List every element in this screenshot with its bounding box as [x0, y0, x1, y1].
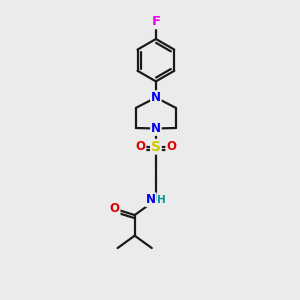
Text: N: N [146, 193, 156, 206]
Text: O: O [136, 140, 146, 153]
Text: S: S [151, 140, 161, 154]
Text: O: O [166, 140, 176, 153]
Text: O: O [110, 202, 120, 215]
Text: N: N [151, 91, 161, 104]
Text: F: F [151, 15, 160, 28]
Text: H: H [158, 195, 166, 205]
Text: N: N [151, 122, 161, 135]
